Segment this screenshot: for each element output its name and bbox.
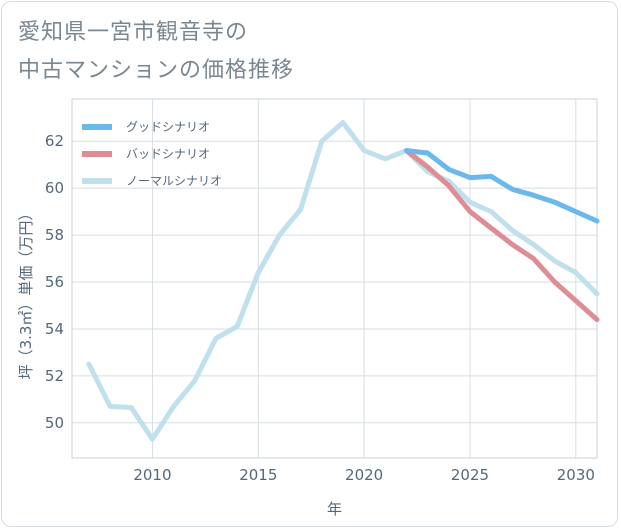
legend-label-2: ノーマルシナリオ [126,174,222,188]
chart-title-line-2: 中古マンションの価格推移 [18,58,295,83]
y-tick-label: 62 [45,132,64,150]
legend-label-0: グッドシナリオ [126,120,210,134]
tick-labels: 2010 2015 2020 2025 2030 50 52 54 56 58 60 62 [45,132,595,484]
x-tick-label: 2015 [239,466,277,484]
x-axis-label: 年 [327,500,342,518]
series-line-1 [404,148,600,323]
y-tick-label: 54 [45,320,64,338]
x-tick-label: 2025 [451,466,489,484]
series-line-2 [86,120,600,442]
x-tick-label: 2010 [133,466,171,484]
y-tick-label: 58 [45,226,64,244]
y-tick-label: 52 [45,367,64,385]
chart-title-line-1: 愛知県一宮市観音寺の [18,20,249,45]
y-tick-label: 56 [45,273,64,291]
series-line-0 [404,148,600,224]
x-tick-label: 2020 [345,466,383,484]
chart-title: 愛知県一宮市観音寺の 中古マンションの価格推移 [18,14,294,90]
x-tick-label: 2030 [557,466,595,484]
y-tick-label: 50 [45,414,64,432]
y-tick-label: 60 [45,179,64,197]
y-axis-label: 坪（3.3㎡）単価（万円） [17,206,35,380]
legend-label-1: バッドシナリオ [126,147,210,161]
grid-lines [72,99,597,458]
plot-area [71,98,598,459]
series-lines [86,120,600,442]
